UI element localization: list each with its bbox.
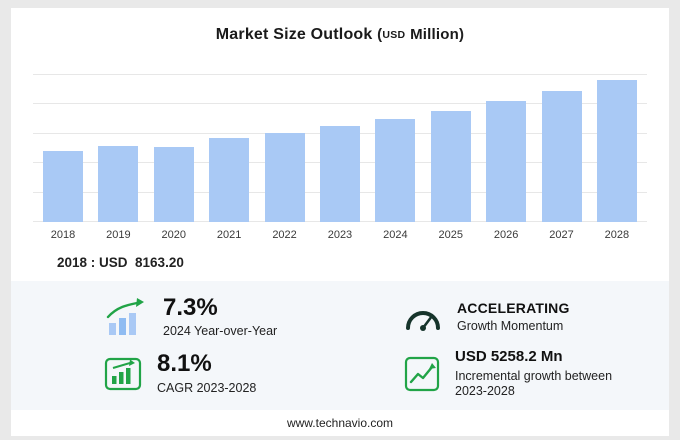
x-tick-label: 2027 — [549, 229, 574, 241]
title-text: Market Size Outlook — [215, 26, 373, 43]
x-tick-label: 2023 — [327, 229, 353, 241]
x-tick-label: 2025 — [438, 229, 463, 241]
bar-2026 — [486, 101, 527, 222]
stat-value: ACCELERATING — [457, 299, 570, 316]
x-axis-labels: 2018 2019 2020 2021 2022 2023 2024 2025 2026 2027… — [43, 229, 637, 241]
stat-value: 8.1% — [157, 350, 212, 378]
chart-box-icon — [103, 354, 143, 394]
x-tick-label: 2020 — [161, 229, 187, 241]
bar-2019 — [98, 146, 139, 222]
base-year-value: 2018 : USD 8163.20 — [57, 255, 184, 270]
stat-value: USD 5258.2 Mn — [455, 347, 563, 365]
gridline — [33, 103, 647, 104]
bar-2025 — [430, 111, 471, 222]
stat-yoy: 7.3% 2024 Year-over-Year — [103, 293, 403, 340]
x-tick-label: 2024 — [383, 229, 408, 241]
bar-growth-icon — [103, 297, 149, 337]
page-title: Market Size Outlook (USD Million) — [216, 26, 464, 43]
stat-incremental: USD 5258.2 Mn Incremental growth between… — [403, 348, 645, 400]
bar-2028 — [596, 80, 637, 222]
bar-2023 — [319, 126, 360, 222]
stat-label: Growth Momentum — [457, 319, 564, 334]
infographic-card: Market Size Outlook (USD Million) 2018 20… — [11, 8, 669, 436]
x-tick-label: 2018 — [50, 229, 76, 241]
footer-url[interactable]: www.technavio.com — [286, 416, 394, 430]
x-tick-label: 2028 — [604, 229, 630, 241]
x-tick-label: 2026 — [493, 229, 519, 241]
stat-cagr: 8.1% CAGR 2023-2028 — [103, 350, 403, 396]
bar-chart — [33, 74, 647, 222]
bar-2024 — [375, 119, 416, 222]
trend-box-icon — [403, 355, 441, 393]
bar-2020 — [153, 147, 194, 222]
x-tick-label: 2021 — [216, 229, 242, 241]
stat-label: Incremental growth between 2023-2028 — [455, 368, 613, 399]
stat-label: 2024 Year-over-Year — [163, 324, 278, 339]
bar-2018 — [43, 151, 83, 222]
footer: www.technavio.com — [11, 410, 669, 436]
chart-header: Market Size Outlook (USD Million) — [11, 8, 669, 44]
stat-value: 7.3% — [163, 293, 218, 321]
bar-plot — [43, 74, 637, 222]
bar-2027 — [541, 91, 582, 222]
gridline — [33, 74, 647, 75]
title-unit: (USD Million) — [377, 26, 465, 43]
stat-momentum: ACCELERATING Growth Momentum — [403, 300, 645, 335]
speedometer-icon — [403, 302, 443, 332]
stat-label: CAGR 2023-2028 — [157, 380, 257, 395]
x-tick-label: 2019 — [106, 229, 131, 241]
bar-2022 — [264, 133, 305, 222]
bar-2021 — [209, 138, 250, 222]
x-tick-label: 2022 — [272, 229, 297, 241]
stats-panel: 7.3% 2024 Year-over-Year ACCELERATING Gr… — [11, 281, 669, 410]
